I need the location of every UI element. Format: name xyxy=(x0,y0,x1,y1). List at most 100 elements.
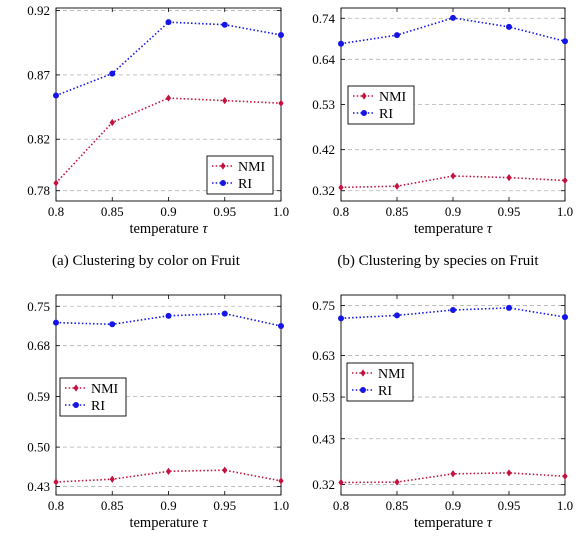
data-point-ri xyxy=(278,322,284,329)
x-tick-label: 0.85 xyxy=(101,204,124,219)
data-point-ri xyxy=(506,304,512,311)
x-tick-label: 0.95 xyxy=(213,204,236,219)
data-point-ri xyxy=(562,314,568,321)
data-point-nmi xyxy=(562,472,568,480)
legend-marker-nmi xyxy=(73,384,79,392)
data-point-ri xyxy=(165,312,172,319)
legend-box xyxy=(347,85,415,125)
legend-box xyxy=(59,377,127,417)
legend-marker-nmi xyxy=(220,162,226,170)
y-tick-label: 0.68 xyxy=(27,338,50,353)
chart-panel-d: 0.32 0.43 0.53 0.63 0.75 0.8 0.85 0.9 0.95 1.0 tem… xyxy=(292,285,584,534)
x-tick-label: 0.8 xyxy=(48,204,64,219)
y-tick-label: 0.78 xyxy=(27,183,50,198)
y-tick-label: 0.50 xyxy=(27,440,50,455)
chart-svg-c: 0.43 0.50 0.59 0.68 0.75 0.8 0.85 0.9 0.95 1.0 tem… xyxy=(27,294,289,531)
legend-label-ri: RI xyxy=(378,384,392,399)
data-point-nmi xyxy=(338,478,344,487)
x-tick-label: 1.0 xyxy=(273,498,289,513)
x-tick-label: 0.9 xyxy=(445,204,461,219)
y-tick-label: 0.59 xyxy=(27,389,50,404)
data-point-nmi xyxy=(506,469,512,477)
series-line-nmi xyxy=(55,469,282,483)
legend-marker-nmi xyxy=(360,369,366,377)
data-point-nmi xyxy=(222,97,228,105)
y-tick-label: 0.82 xyxy=(27,132,50,147)
data-point-nmi xyxy=(222,466,228,474)
x-tick-label: 0.95 xyxy=(498,204,521,219)
data-point-nmi xyxy=(450,172,456,180)
data-point-nmi xyxy=(165,94,172,102)
y-tick-label: 0.32 xyxy=(312,477,335,492)
x-tick-label: 0.9 xyxy=(160,204,176,219)
x-tick-label: 0.85 xyxy=(386,498,409,513)
data-point-nmi xyxy=(394,182,400,190)
data-point-ri xyxy=(338,315,344,322)
y-tick-label: 0.53 xyxy=(312,390,335,405)
series-line-ri xyxy=(55,21,282,97)
chart-panel-b: 0.32 0.42 0.53 0.64 0.74 0.8 0.85 0.9 0.95 1.0 tem… xyxy=(292,0,584,245)
data-point-ri xyxy=(53,319,59,326)
x-tick-label: 0.8 xyxy=(333,498,349,513)
legend-label-ri: RI xyxy=(91,399,105,414)
legend: NMI RI xyxy=(206,155,274,195)
y-tick-label: 0.43 xyxy=(27,479,50,494)
x-tick-label: 1.0 xyxy=(557,498,573,513)
data-point-ri xyxy=(394,312,400,319)
y-tick-label: 0.53 xyxy=(312,97,335,112)
data-point-ri xyxy=(278,32,284,39)
x-tick-label: 0.9 xyxy=(160,498,176,513)
series-line-nmi xyxy=(55,97,282,184)
legend-label-nmi: NMI xyxy=(238,160,266,175)
legend-label-ri: RI xyxy=(238,177,252,192)
y-tick-label: 0.92 xyxy=(27,3,50,18)
data-point-ri xyxy=(562,38,568,45)
data-point-ri xyxy=(109,70,116,77)
data-point-nmi xyxy=(53,478,59,486)
data-point-ri xyxy=(53,92,59,99)
legend-label-ri: RI xyxy=(379,107,393,122)
data-point-ri xyxy=(221,21,228,28)
x-axis-label: temperature τ xyxy=(129,221,208,237)
chart-panel-c: 0.43 0.50 0.59 0.68 0.75 0.8 0.85 0.9 0.95 1.0 tem… xyxy=(0,285,292,534)
caption-b: (b) Clustering by species on Fruit xyxy=(337,253,539,269)
series-line-ri xyxy=(340,17,566,45)
data-point-nmi xyxy=(506,173,512,182)
data-point-ri xyxy=(394,32,400,39)
data-point-ri xyxy=(165,19,172,26)
legend-marker-ri xyxy=(361,110,367,116)
series-line-ri xyxy=(55,312,282,327)
x-tick-label: 0.95 xyxy=(213,498,236,513)
legend-marker-nmi xyxy=(361,92,367,100)
plot-frame xyxy=(340,7,566,202)
y-tick-label: 0.74 xyxy=(312,11,335,26)
chart-svg-a: 0.78 0.82 0.87 0.92 0.8 0.85 0.9 0.95 1.0 tempera… xyxy=(27,3,289,237)
legend-label-nmi: NMI xyxy=(379,90,407,105)
x-axis-label: temperature τ xyxy=(129,515,208,531)
data-point-ri xyxy=(338,40,344,47)
x-tick-label: 0.85 xyxy=(386,204,409,219)
legend-marker-ri xyxy=(73,402,79,408)
chart-panel-a: 0.78 0.82 0.87 0.92 0.8 0.85 0.9 0.95 1.0 tempera… xyxy=(0,0,292,245)
series-line-nmi xyxy=(340,472,566,484)
legend-label-nmi: NMI xyxy=(378,367,406,382)
data-point-ri xyxy=(450,307,456,313)
data-point-ri xyxy=(506,23,512,30)
data-point-nmi xyxy=(562,176,568,185)
x-tick-label: 0.8 xyxy=(333,204,349,219)
y-tick-label: 0.64 xyxy=(312,52,335,67)
y-tick-label: 0.43 xyxy=(312,431,335,446)
data-point-nmi xyxy=(450,470,456,478)
x-axis-label: temperature τ xyxy=(414,221,493,237)
x-axis-label: temperature τ xyxy=(414,515,493,531)
data-point-ri xyxy=(109,321,116,328)
chart-svg-d: 0.32 0.43 0.53 0.63 0.75 0.8 0.85 0.9 0.95 1.0 tem… xyxy=(312,294,573,531)
legend-box xyxy=(206,155,274,195)
x-tick-label: 0.85 xyxy=(101,498,124,513)
legend: NMI RI xyxy=(346,362,414,402)
data-point-ri xyxy=(221,310,228,317)
data-point-nmi xyxy=(394,478,400,486)
y-tick-label: 0.63 xyxy=(312,348,335,363)
legend: NMI RI xyxy=(59,377,127,417)
x-tick-label: 1.0 xyxy=(273,204,289,219)
